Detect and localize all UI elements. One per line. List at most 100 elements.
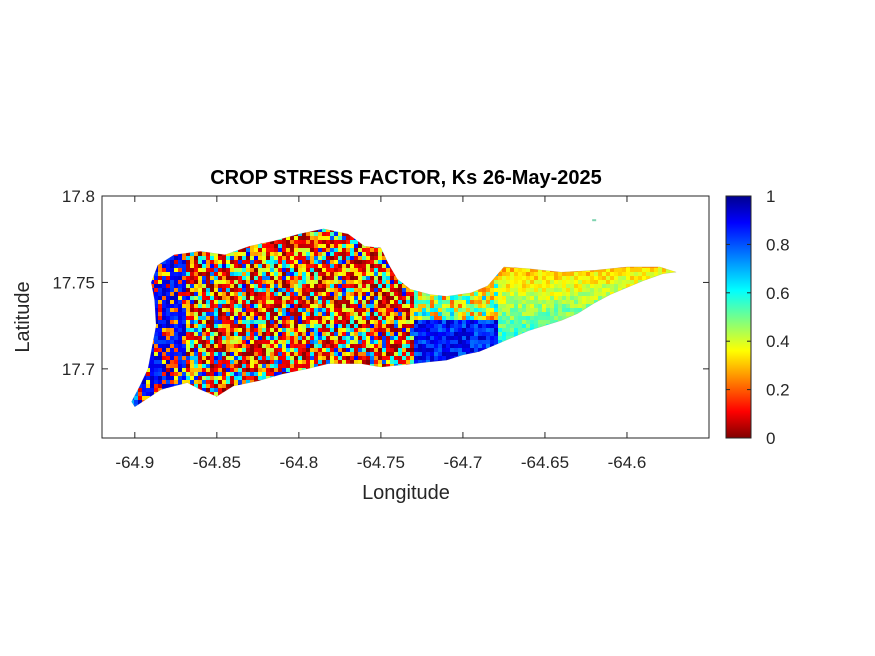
heatmap-cell [526, 316, 530, 320]
heatmap-cell [498, 240, 502, 244]
heatmap-cell [350, 272, 354, 276]
heatmap-cell [258, 232, 262, 236]
heatmap-cell [414, 324, 418, 328]
heatmap-cell [538, 208, 542, 212]
heatmap-cell [254, 204, 258, 208]
heatmap-cell [390, 324, 394, 328]
heatmap-cell [438, 272, 442, 276]
heatmap-cell [202, 268, 206, 272]
heatmap-cell [170, 288, 174, 292]
heatmap-cell [262, 264, 266, 268]
heatmap-cell [626, 236, 630, 240]
heatmap-cell [690, 196, 694, 200]
heatmap-cell [578, 316, 582, 320]
heatmap-cell [578, 232, 582, 236]
heatmap-cell [194, 276, 198, 280]
heatmap-cell [162, 236, 166, 240]
heatmap-cell [250, 292, 254, 296]
heatmap-cell [194, 232, 198, 236]
heatmap-cell [126, 288, 130, 292]
heatmap-cell [686, 284, 690, 288]
heatmap-cell [570, 236, 574, 240]
heatmap-cell [406, 244, 410, 248]
heatmap-cell [162, 228, 166, 232]
heatmap-cell [110, 300, 114, 304]
heatmap-cell [410, 264, 414, 268]
heatmap-cell [170, 232, 174, 236]
heatmap-cell [330, 272, 334, 276]
heatmap-cell [570, 264, 574, 268]
heatmap-cell [374, 292, 378, 296]
heatmap-cell [154, 220, 158, 224]
heatmap-cell [454, 204, 458, 208]
heatmap-cell [390, 228, 394, 232]
heatmap-cell [154, 316, 158, 320]
heatmap-cell [342, 264, 346, 268]
heatmap-cell [530, 276, 534, 280]
heatmap-cell [490, 232, 494, 236]
heatmap-cell [154, 272, 158, 276]
heatmap-cell [178, 264, 182, 268]
heatmap-cell [374, 296, 378, 300]
heatmap-cell [486, 316, 490, 320]
heatmap-cell [614, 316, 618, 320]
heatmap-cell [686, 228, 690, 232]
heatmap-cell [222, 276, 226, 280]
heatmap-cell [354, 244, 358, 248]
heatmap-cell [250, 264, 254, 268]
heatmap-cell [550, 284, 554, 288]
heatmap-cell [546, 276, 550, 280]
heatmap-cell [578, 308, 582, 312]
heatmap-cell [610, 224, 614, 228]
heatmap-cell [482, 276, 486, 280]
heatmap-cell [134, 252, 138, 256]
heatmap-cell [142, 300, 146, 304]
heatmap-cell [370, 200, 374, 204]
heatmap-cell [102, 208, 106, 212]
heatmap-cell [538, 280, 542, 284]
heatmap-cell [106, 200, 110, 204]
heatmap-cell [338, 228, 342, 232]
heatmap-cell [194, 244, 198, 248]
heatmap-cell [698, 244, 702, 248]
heatmap-cell [638, 204, 642, 208]
heatmap-cell [438, 212, 442, 216]
heatmap-cell [478, 264, 482, 268]
heatmap-cell [142, 264, 146, 268]
heatmap-cell [654, 244, 658, 248]
heatmap-cell [630, 276, 634, 280]
heatmap-cell [418, 260, 422, 264]
heatmap-cell [514, 216, 518, 220]
heatmap-cell [698, 200, 702, 204]
heatmap-cell [126, 324, 130, 328]
heatmap-cell [594, 232, 598, 236]
heatmap-cell [294, 284, 298, 288]
heatmap-cell [226, 256, 230, 260]
heatmap-cell [502, 304, 506, 308]
heatmap-cell [606, 212, 610, 216]
heatmap-cell [294, 216, 298, 220]
heatmap-cell [262, 260, 266, 264]
heatmap-cell [131, 248, 134, 252]
heatmap-cell [186, 272, 190, 276]
heatmap-cell [326, 204, 330, 208]
heatmap-cell [330, 288, 334, 292]
heatmap-cell [626, 220, 630, 224]
heatmap-cell [418, 208, 422, 212]
heatmap-cell [634, 304, 638, 308]
heatmap-cell [494, 312, 498, 316]
heatmap-cell [218, 220, 222, 224]
heatmap-cell [318, 244, 322, 248]
heatmap-cell [422, 312, 426, 316]
heatmap-cell [222, 288, 226, 292]
heatmap-cell [682, 272, 686, 276]
heatmap-cell [534, 284, 538, 288]
heatmap-cell [274, 220, 278, 224]
heatmap-cell [666, 232, 670, 236]
heatmap-cell [102, 240, 106, 244]
heatmap-cell [438, 204, 442, 208]
heatmap-cell [154, 284, 158, 288]
heatmap-cell [498, 280, 502, 284]
heatmap-cell [410, 292, 414, 296]
heatmap-cell [298, 292, 302, 296]
